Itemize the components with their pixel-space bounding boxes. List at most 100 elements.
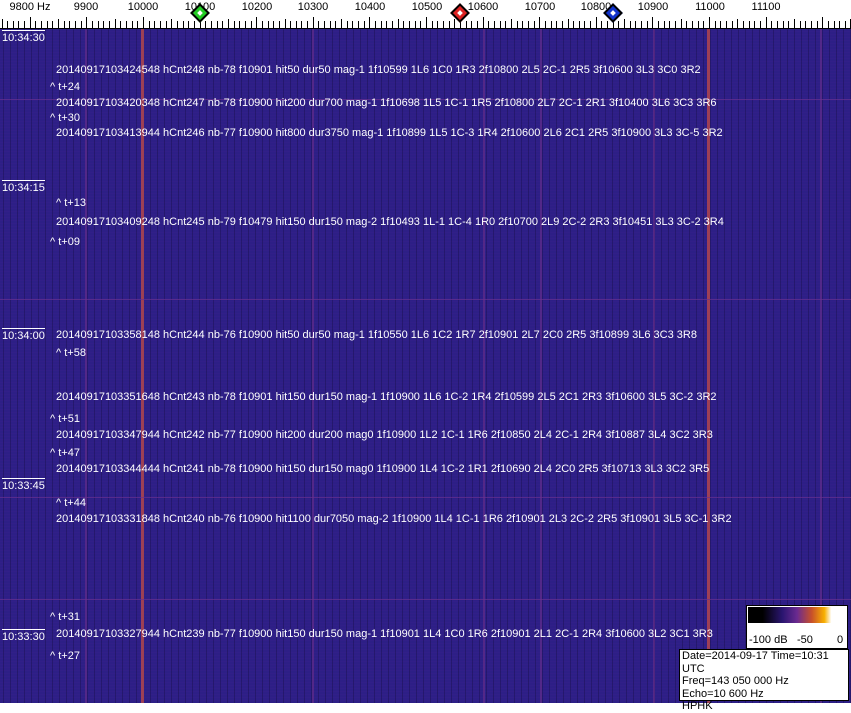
tick bbox=[443, 21, 444, 28]
tick bbox=[234, 21, 235, 28]
tick bbox=[154, 21, 155, 28]
tick bbox=[341, 19, 342, 28]
timestamp: 10:34:00 bbox=[2, 328, 45, 342]
tick bbox=[290, 21, 291, 28]
tick bbox=[205, 21, 206, 28]
tick bbox=[364, 21, 365, 28]
tick bbox=[13, 21, 14, 28]
tick bbox=[783, 21, 784, 28]
timestamp: 10:34:15 bbox=[2, 180, 45, 194]
tick bbox=[30, 17, 31, 28]
tick-label: 10400 bbox=[354, 1, 386, 13]
tick bbox=[675, 21, 676, 28]
tick bbox=[52, 21, 53, 28]
interval-label: ^ t+51 bbox=[50, 413, 80, 425]
tick bbox=[296, 21, 297, 28]
tick bbox=[556, 21, 557, 28]
tick bbox=[256, 17, 257, 28]
tick-label: 10800 bbox=[580, 1, 612, 13]
tick bbox=[313, 17, 314, 28]
detection-row: 20140917103347944 hCnt242 nb-77 f10900 h… bbox=[56, 429, 713, 441]
tick bbox=[228, 19, 229, 28]
legend-label: 0 bbox=[837, 634, 844, 646]
detection-row: 20140917103358148 hCnt244 nb-76 f10900 h… bbox=[56, 329, 697, 341]
tick bbox=[143, 17, 144, 28]
tick bbox=[432, 21, 433, 28]
tick bbox=[811, 21, 812, 28]
tick bbox=[381, 21, 382, 28]
interval-label: ^ t+13 bbox=[56, 197, 86, 209]
tick bbox=[7, 21, 8, 28]
tick-label: 10700 bbox=[524, 1, 556, 13]
tick bbox=[103, 21, 104, 28]
timestamp: 10:33:30 bbox=[2, 629, 45, 643]
faint-hline bbox=[0, 497, 851, 498]
tick bbox=[160, 21, 161, 28]
color-scale-legend: -100 dB -50 0 bbox=[746, 605, 848, 649]
tick bbox=[624, 19, 625, 28]
tick bbox=[251, 21, 252, 28]
detection-row: 20140917103413944 hCnt246 nb-77 f10900 h… bbox=[56, 127, 723, 139]
interval-label: ^ t+24 bbox=[50, 81, 80, 93]
faint-hline bbox=[0, 599, 851, 600]
faint-line bbox=[820, 29, 822, 703]
detection-row: 20140917103327944 hCnt239 nb-77 f10900 h… bbox=[56, 628, 713, 640]
interval-label: ^ t+47 bbox=[50, 447, 80, 459]
tick bbox=[454, 19, 455, 28]
tick-label: 11000 bbox=[695, 1, 725, 13]
faint-hline bbox=[0, 299, 851, 300]
tick bbox=[720, 21, 721, 28]
detection-row: 20140917103331848 hCnt240 nb-76 f10900 h… bbox=[56, 513, 732, 525]
tick bbox=[584, 21, 585, 28]
tick bbox=[845, 21, 846, 28]
interval-label: ^ t+31 bbox=[50, 611, 80, 623]
detection-row: 20140917103420348 hCnt247 nb-78 f10900 h… bbox=[56, 97, 717, 109]
detection-row: 20140917103344444 hCnt241 nb-78 f10900 h… bbox=[56, 463, 710, 475]
tick bbox=[166, 21, 167, 28]
tick bbox=[562, 21, 563, 28]
tick-label: 10000 bbox=[127, 1, 159, 13]
tick bbox=[47, 21, 48, 28]
tick bbox=[307, 21, 308, 28]
tick bbox=[635, 21, 636, 28]
tick bbox=[681, 19, 682, 28]
tick bbox=[800, 21, 801, 28]
tick bbox=[318, 21, 319, 28]
tick bbox=[81, 21, 82, 28]
tick bbox=[669, 21, 670, 28]
tick bbox=[539, 17, 540, 28]
tick bbox=[330, 21, 331, 28]
tick bbox=[426, 17, 427, 28]
tick bbox=[477, 21, 478, 28]
tick bbox=[347, 21, 348, 28]
tick bbox=[115, 19, 116, 28]
tick bbox=[692, 21, 693, 28]
tick bbox=[760, 21, 761, 28]
tick bbox=[466, 21, 467, 28]
waterfall-spectrogram: 10:34:30 10:34:15 10:34:00 10:33:45 10:3… bbox=[0, 29, 851, 703]
tick bbox=[392, 21, 393, 28]
tick bbox=[188, 21, 189, 28]
tick bbox=[194, 21, 195, 28]
tick bbox=[777, 21, 778, 28]
tick bbox=[664, 21, 665, 28]
tick bbox=[579, 21, 580, 28]
interval-label: ^ t+30 bbox=[50, 112, 80, 124]
tick-label: 9900 bbox=[73, 1, 99, 13]
tick bbox=[2, 19, 3, 28]
tick bbox=[369, 17, 370, 28]
tick bbox=[279, 21, 280, 28]
tick bbox=[511, 19, 512, 28]
tick bbox=[137, 21, 138, 28]
tick bbox=[715, 21, 716, 28]
tick bbox=[686, 21, 687, 28]
detection-row: 20140917103409248 hCnt245 nb-79 f10479 h… bbox=[56, 216, 724, 228]
tick bbox=[335, 21, 336, 28]
tick bbox=[268, 21, 269, 28]
tick bbox=[183, 21, 184, 28]
tick bbox=[596, 17, 597, 28]
tick bbox=[98, 21, 99, 28]
tick bbox=[211, 21, 212, 28]
tick bbox=[109, 21, 110, 28]
tick bbox=[517, 21, 518, 28]
